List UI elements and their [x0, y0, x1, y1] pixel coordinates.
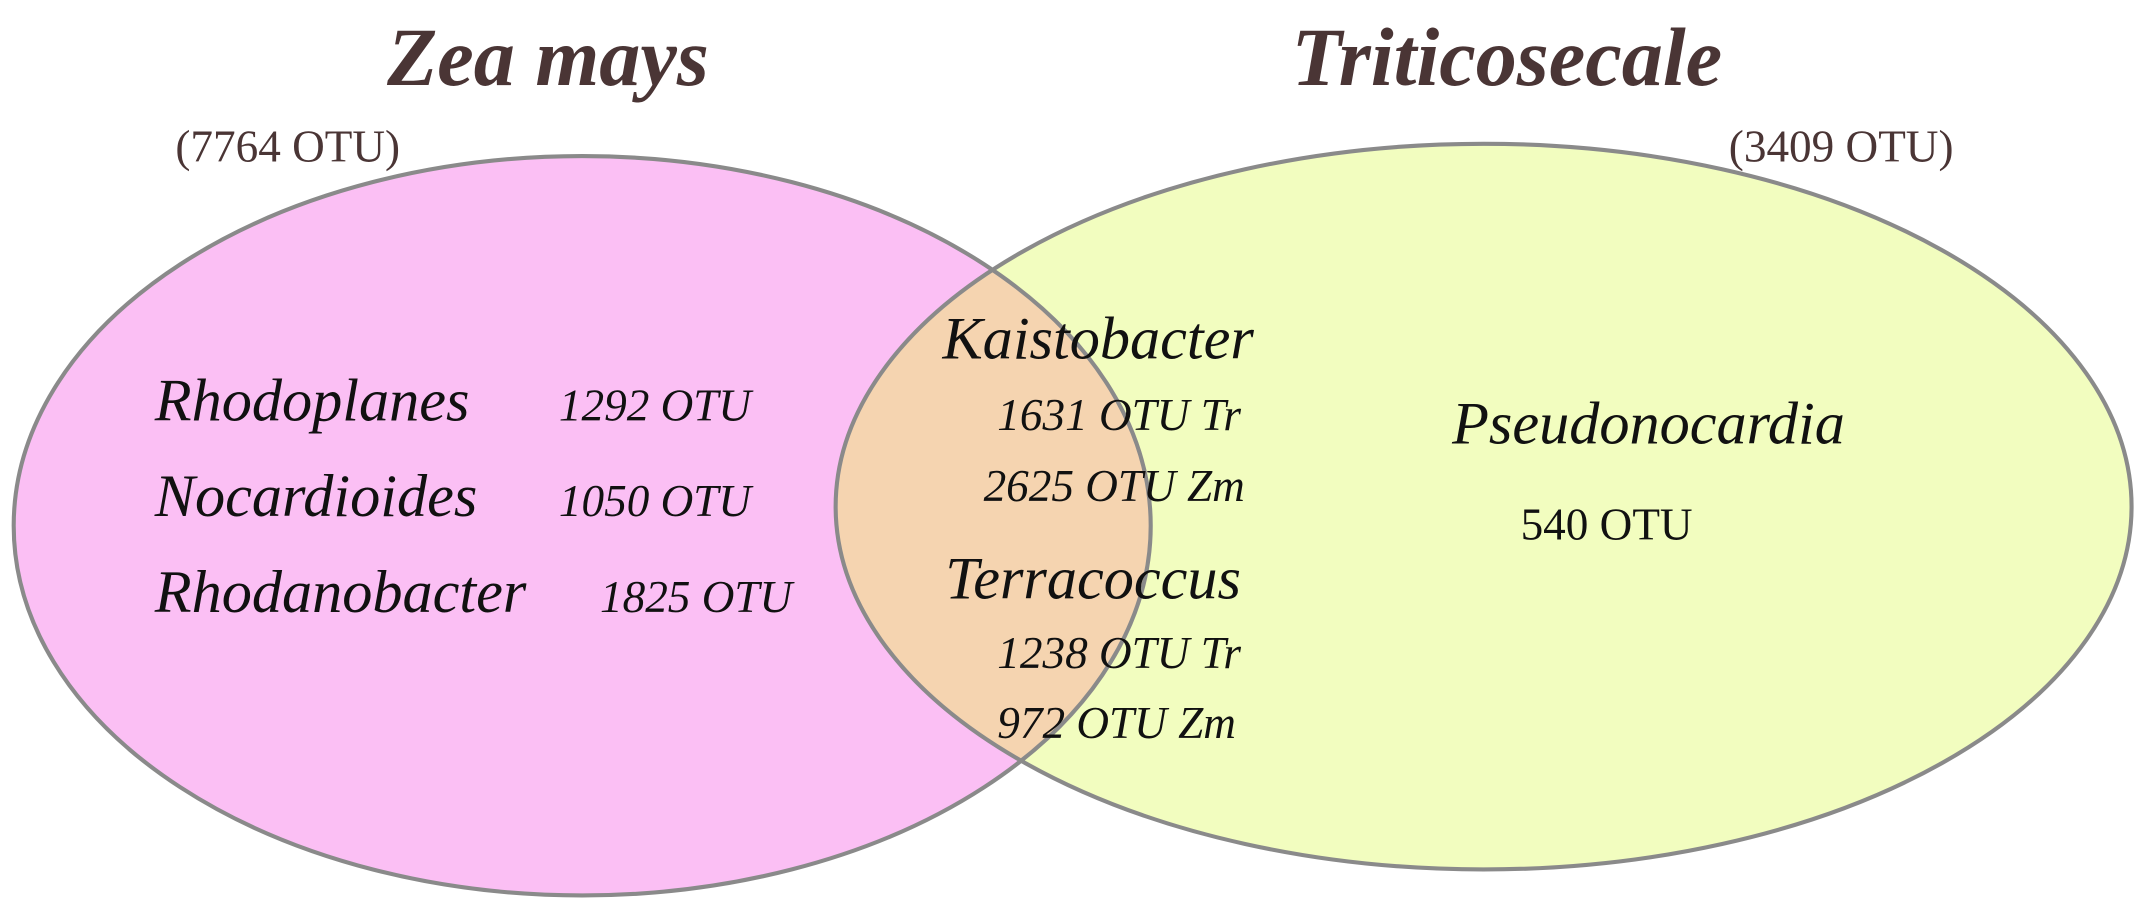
- genus-name: Kaistobacter: [941, 306, 1254, 373]
- set-total: (3409 OTU): [1729, 122, 1954, 172]
- triticosecale-outline: [833, 141, 2134, 872]
- genus-name: Terracoccus: [945, 545, 1241, 612]
- genus-count: 972 OTU Zm: [997, 698, 1236, 748]
- set-total: (7764 OTU): [175, 122, 400, 172]
- genus-count: 1292 OTU: [559, 380, 754, 430]
- genus-count: 540 OTU: [1521, 499, 1693, 549]
- genus-name: Rhodoplanes: [154, 367, 470, 434]
- genus-count: 1050 OTU: [559, 476, 754, 526]
- genus-name: Rhodanobacter: [154, 559, 527, 626]
- zea-mays-outline: [11, 154, 1153, 898]
- genus-count: 1238 OTU Tr: [997, 628, 1241, 678]
- genus-count: 1825 OTU: [600, 572, 795, 622]
- genus-name: Nocardioides: [154, 463, 478, 530]
- zea-mays-set: [13, 156, 1151, 896]
- triticosecale-set: [835, 143, 2132, 870]
- set-title: Triticosecale: [1292, 12, 1723, 103]
- genus-name: Pseudonocardia: [1451, 391, 1845, 458]
- set-title: Zea mays: [386, 12, 709, 103]
- genus-count: 1631 OTU Tr: [997, 390, 1241, 440]
- genus-count: 2625 OTU Zm: [984, 461, 1245, 511]
